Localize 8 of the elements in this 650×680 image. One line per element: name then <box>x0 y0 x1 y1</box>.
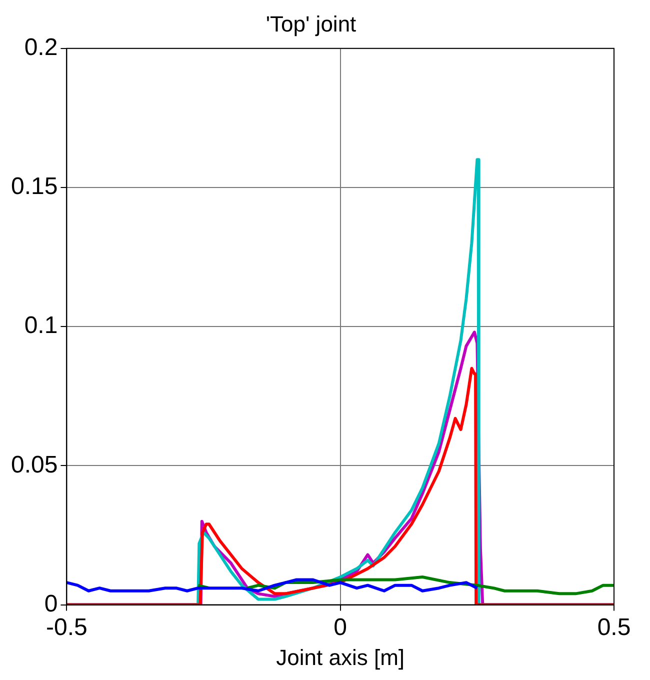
y-tick-label: 0.2 <box>24 34 58 62</box>
x-axis-title: Joint axis [m] <box>276 644 405 670</box>
x-tick-label: 0.5 <box>597 614 631 641</box>
y-tick-label: 0.05 <box>10 451 58 478</box>
x-tick-label: 0 <box>334 614 348 641</box>
chart-title: 'Top' joint <box>266 11 356 36</box>
y-tick-label: 0.15 <box>10 173 58 200</box>
y-tick-label: 0.1 <box>24 312 58 340</box>
